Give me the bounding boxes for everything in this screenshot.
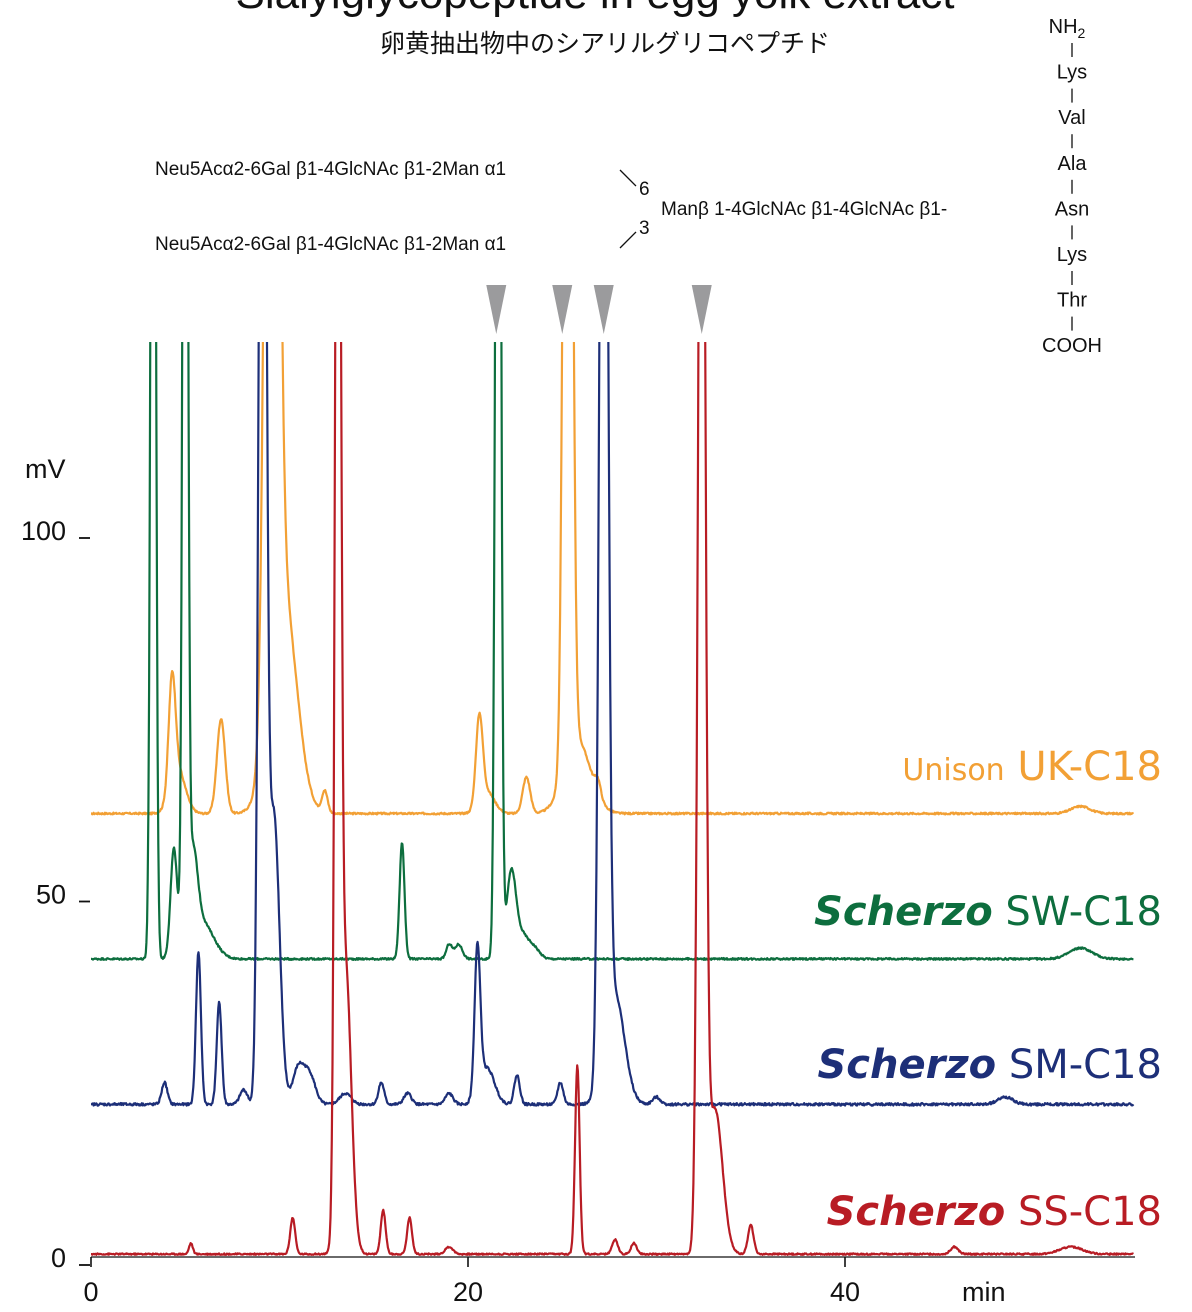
y-tick-label: 50 — [36, 880, 66, 910]
series-label: Scherzo SM-C18 — [817, 1042, 1162, 1088]
y-axis: 0 50 100 mV — [21, 454, 90, 1273]
peak-marker-triangle — [486, 285, 507, 334]
series-trace-uk-c18 — [90, 342, 1135, 816]
series-trace-sw-c18 — [90, 342, 1134, 961]
y-tick-label: 0 — [51, 1243, 66, 1273]
y-tick-label: 100 — [21, 516, 66, 546]
peptide-residue: Lys — [1057, 62, 1087, 84]
series-labels: Unison UK-C18 Scherzo SW-C18 Scherzo SM-C1… — [814, 744, 1162, 1235]
chart-subtitle: 卵黄抽出物中のシアリルグリコペプチド — [380, 29, 830, 58]
series-label: Scherzo SS-C18 — [827, 1189, 1162, 1235]
peak-marker-triangle — [593, 285, 614, 334]
series-label: Scherzo SW-C18 — [814, 889, 1162, 935]
peptide-residue: Lys — [1057, 244, 1087, 266]
peptide-residue: Ala — [1058, 153, 1088, 175]
chart-title: Sialylglycopeptide in egg yolk extract — [235, 0, 954, 18]
x-axis: 0 20 40 min — [83, 1256, 1135, 1307]
peptide-residue: COOH — [1042, 335, 1102, 357]
glycan-link-3: 3 — [639, 218, 650, 239]
glycan-link-lower — [619, 231, 637, 249]
glycan-lower-branch: Neu5Acα2-6Gal β1-4GlcNAc β1-2Man α1 — [155, 234, 506, 255]
peptide-residue: Thr — [1057, 290, 1087, 312]
peak-marker-triangle — [552, 285, 573, 334]
series-trace-sm-c18 — [90, 342, 1135, 1107]
glycan-link-6: 6 — [639, 179, 650, 200]
glycan-upper-branch: Neu5Acα2-6Gal β1-4GlcNAc β1-2Man α1 — [155, 159, 506, 180]
trace-group — [90, 342, 1135, 1256]
glycan-link-upper — [619, 169, 637, 187]
y-axis-label: mV — [25, 454, 66, 484]
x-tick-label: 0 — [83, 1277, 98, 1307]
glycan-core: Manβ 1-4GlcNAc β1-4GlcNAc β1- — [661, 199, 947, 220]
glycan-structure: Neu5Acα2-6Gal β1-4GlcNAc β1-2Man α1 Neu5… — [155, 159, 947, 255]
peptide-residue: NH2 — [1049, 16, 1086, 41]
x-tick-label: 40 — [830, 1277, 860, 1307]
peptide-sequence: NH2 Lys Val Ala Asn Lys Thr COOH — [1042, 16, 1102, 357]
peptide-residue: Asn — [1055, 198, 1089, 220]
series-label: Unison UK-C18 — [902, 744, 1162, 790]
peptide-residue: Val — [1058, 107, 1085, 129]
peak-marker-triangle — [691, 285, 712, 334]
x-axis-label: min — [962, 1277, 1006, 1307]
series-trace-ss-c18 — [90, 342, 1134, 1256]
x-tick-label: 20 — [453, 1277, 483, 1307]
peak-markers — [486, 285, 712, 334]
